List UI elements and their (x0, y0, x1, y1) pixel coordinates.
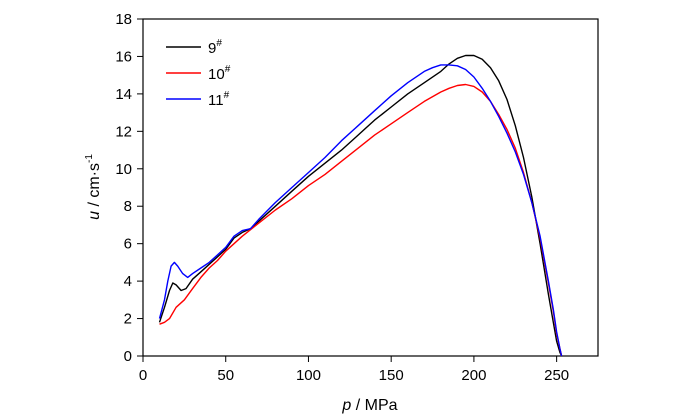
y-tick-label: 14 (115, 86, 132, 103)
x-tick-label: 0 (139, 367, 147, 384)
legend-label-9: 9# (208, 38, 222, 57)
y-tick-label: 10 (115, 161, 132, 178)
series-line-9 (158, 54, 563, 357)
y-tick-label: 6 (124, 236, 132, 253)
legend-label-11: 11# (208, 90, 230, 109)
legend-label-10: 10# (208, 64, 231, 83)
tick-layer: 0 50 100 150 200 250 0 2 4 6 8 10 12 14 16 18 (115, 11, 569, 384)
series-line-11 (158, 64, 563, 357)
series-line-10 (159, 83, 563, 357)
plot-frame (142, 18, 599, 357)
y-tick-label: 0 (124, 348, 132, 365)
x-tick-label: 250 (544, 367, 569, 384)
y-axis-label: u / cm·s-1 (84, 154, 103, 220)
x-axis-label: p / MPa (341, 397, 397, 414)
series-layer (158, 54, 563, 357)
legend: 9# 10# 11# (166, 38, 231, 109)
x-tick-label: 150 (379, 367, 404, 384)
y-tick-label: 8 (124, 198, 132, 215)
x-tick-label: 100 (296, 367, 321, 384)
y-tick-label: 2 (124, 311, 132, 328)
y-tick-label: 4 (124, 273, 132, 290)
y-tick-label: 16 (115, 48, 132, 65)
y-tick-label: 12 (115, 123, 132, 140)
x-tick-label: 50 (217, 367, 234, 384)
y-tick-label: 18 (115, 11, 132, 28)
x-tick-label: 200 (461, 367, 486, 384)
